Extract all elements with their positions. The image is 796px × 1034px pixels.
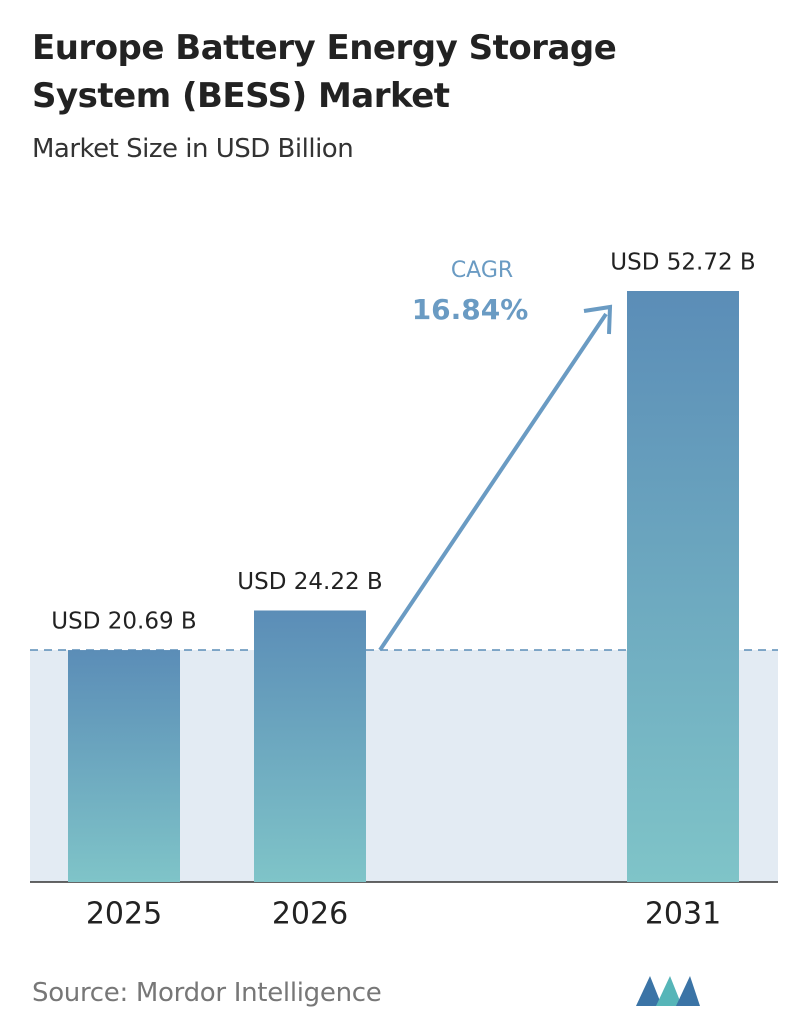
cagr-label: CAGR — [451, 258, 513, 283]
cagr-arrow-head — [583, 304, 613, 335]
cagr-value: 16.84% — [412, 293, 529, 326]
source: Source: Mordor Intelligence — [32, 978, 382, 1008]
chart-title: Europe Battery Energy Storage System (BE… — [32, 28, 617, 116]
value-label: USD 20.69 B — [51, 609, 196, 635]
x-tick-label: 2031 — [645, 897, 721, 932]
value-label: USD 24.22 B — [237, 569, 382, 595]
x-tick-label: 2026 — [272, 897, 348, 932]
cagr-arrow — [378, 312, 608, 652]
bar — [254, 610, 366, 882]
value-label: USD 52.72 B — [610, 250, 755, 276]
x-tick-label: 2025 — [86, 897, 162, 932]
chart-subtitle: Market Size in USD Billion — [32, 134, 354, 164]
bar — [627, 291, 739, 882]
bar — [68, 650, 180, 882]
logo — [636, 976, 700, 1006]
